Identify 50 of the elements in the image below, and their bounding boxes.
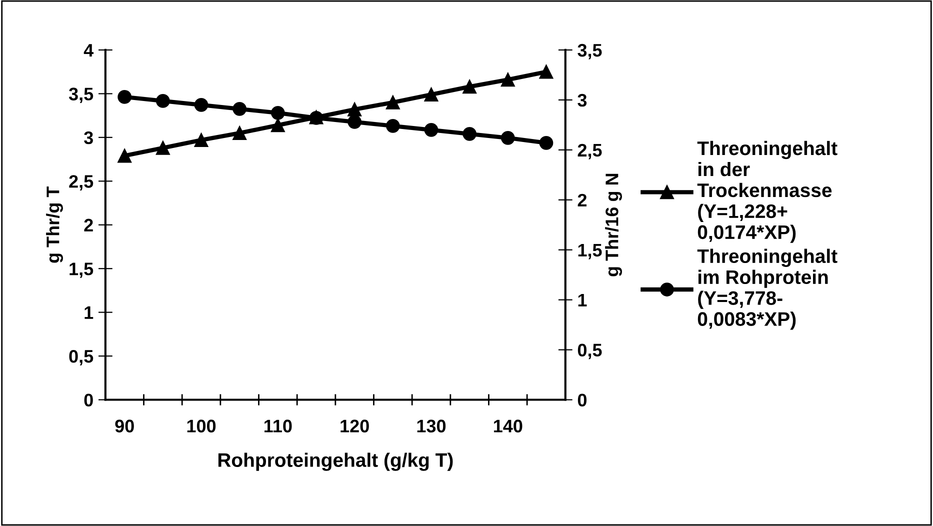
x-tick-label: 120 (340, 420, 369, 432)
y2-tick-label: 3,5 (578, 44, 602, 60)
y-axis-title: g Thr/g T (46, 186, 63, 263)
x-tick-label: 140 (494, 420, 522, 432)
x-axis-title: Rohproteingehalt (g/kg T) (218, 452, 453, 471)
y2-tick-label: 3 (578, 94, 587, 107)
point (118, 148, 132, 163)
y2-tick-label: 0,5 (578, 344, 602, 360)
y2-tick-label: 2,5 (578, 144, 602, 160)
point (194, 98, 208, 112)
y2-axis-title: g Thr/16 g N (605, 174, 622, 276)
point (462, 80, 477, 94)
point (232, 102, 247, 116)
x-tick-label: 100 (187, 420, 216, 432)
point (156, 94, 170, 108)
y-tick-label: 0 (84, 394, 93, 406)
x-tick-label: 130 (417, 420, 446, 432)
point (539, 136, 554, 150)
y-tick-label: 2,5 (69, 175, 94, 190)
point (118, 90, 132, 104)
point (348, 102, 362, 116)
y-tick-label: 4 (84, 44, 94, 57)
point (500, 130, 515, 145)
y2-tick-label: 1,5 (578, 244, 602, 260)
point (424, 122, 438, 137)
point (156, 140, 170, 155)
point (348, 114, 362, 129)
point (232, 126, 247, 140)
point (424, 88, 438, 102)
y2-tick-label: 2 (578, 194, 587, 206)
legend-label: Threoningehalt in der Trockenmasse (Y=1,228+ 0,0174*XP) (697, 140, 838, 243)
point (386, 118, 400, 133)
y-tick-label: 3 (84, 131, 93, 144)
point (539, 64, 554, 79)
x-tick-label: 110 (264, 420, 292, 432)
point (270, 106, 285, 120)
y-tick-label: 1 (84, 306, 94, 319)
y-tick-label: 2 (84, 218, 93, 232)
y-tick-label: 3,5 (68, 88, 94, 104)
y-tick-label: 1,5 (70, 262, 94, 278)
y2-tick-label: 1 (578, 294, 587, 306)
y-tick-label: 0,5 (69, 350, 94, 366)
point (500, 72, 515, 87)
point (270, 118, 285, 132)
legend-label: Threoningehalt im Rohprotein (Y=3,778- 0,0083*XP) (697, 248, 838, 330)
point (462, 126, 477, 141)
point (194, 133, 208, 147)
x-tick-label: 90 (115, 420, 134, 432)
y2-tick-label: 0 (578, 394, 587, 406)
point (386, 95, 400, 110)
